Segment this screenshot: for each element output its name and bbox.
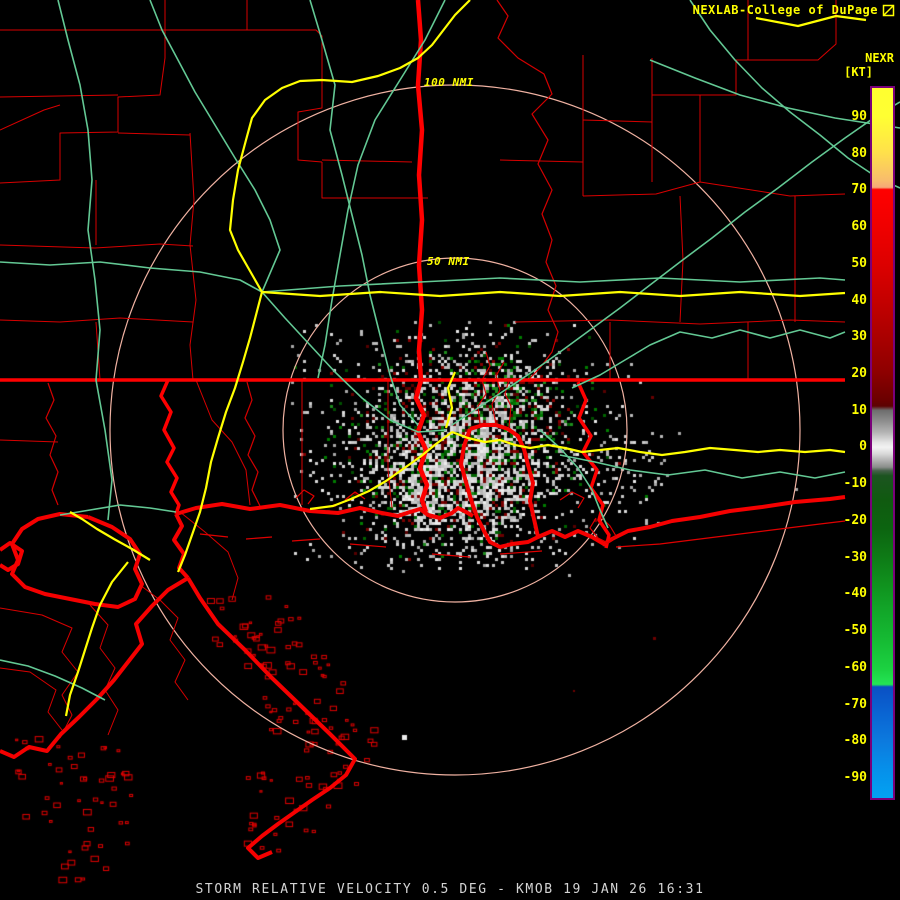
roads-primary — [64, 0, 867, 717]
range-ring-50nmi — [282, 257, 628, 603]
colorbar-tick-70: 70 — [851, 182, 867, 198]
units-label: [KT] — [844, 65, 873, 79]
colorbar-tick--70: -70 — [843, 696, 867, 712]
colorbar-tick-90: 90 — [851, 109, 867, 124]
colorbar-tick--40: -40 — [843, 586, 867, 602]
colorbar-tick--60: -60 — [843, 659, 867, 675]
colorbar-tick--20: -20 — [843, 512, 867, 528]
colorbar-tick-0: 0 — [859, 439, 867, 455]
colorbar-tick-20: 20 — [851, 366, 867, 382]
colorbar-tick-80: 80 — [851, 145, 867, 161]
product-code-label: NEXR — [865, 51, 894, 65]
colorbar-tick-60: 60 — [851, 219, 867, 235]
colorbar-tick-30: 30 — [851, 329, 867, 345]
coastline — [0, 423, 846, 860]
product-caption: STORM RELATIVE VELOCITY 0.5 DEG - KMOB 1… — [195, 882, 705, 897]
colorbar-tick-50: 50 — [851, 255, 867, 271]
range-ring-label-50nmi: 50 NMI — [427, 255, 470, 268]
site-title: NEXLAB-College of DuPage — [692, 3, 878, 17]
state-borders — [0, 378, 845, 549]
roads-secondary — [0, 0, 900, 701]
colorbar-tick--30: -30 — [843, 549, 867, 565]
cod-logo-icon — [882, 4, 895, 17]
state-border-vertical — [413, 0, 430, 513]
shore-detail — [199, 489, 846, 558]
colorbar-tick--90: -90 — [843, 769, 867, 785]
velocity-colorbar — [870, 86, 895, 800]
colorbar-tick-40: 40 — [851, 292, 867, 308]
colorbar-tick--10: -10 — [843, 476, 867, 492]
range-ring-100nmi — [109, 84, 801, 776]
colorbar-tick--50: -50 — [843, 623, 867, 639]
range-ring-label-100nmi: 100 NMI — [424, 76, 474, 89]
rivers — [45, 0, 559, 507]
colorbar-tick--80: -80 — [843, 733, 867, 749]
colorbar-tick-10: 10 — [851, 402, 867, 418]
